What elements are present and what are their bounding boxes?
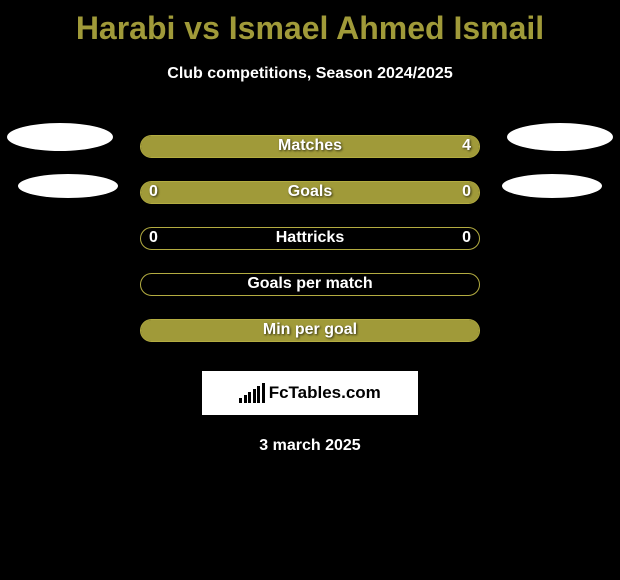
- stat-label: Hattricks: [276, 229, 344, 247]
- page-title: Harabi vs Ismael Ahmed Ismail: [0, 0, 620, 47]
- stat-label: Goals per match: [247, 275, 372, 293]
- stat-bar-goals: 0 Goals 0: [140, 181, 480, 204]
- stats-container: Matches 4 0 Goals 0 0 Hattricks 0 Goals …: [0, 123, 620, 353]
- stat-row: 0 Hattricks 0: [0, 215, 620, 261]
- stat-row: Goals per match: [0, 261, 620, 307]
- stat-label: Min per goal: [263, 321, 357, 339]
- logo-badge: FcTables.com: [202, 371, 418, 415]
- logo-icon: [239, 383, 265, 403]
- stat-bar-hattricks: 0 Hattricks 0: [140, 227, 480, 250]
- stat-bar-goals-per-match: Goals per match: [140, 273, 480, 296]
- stat-row: Min per goal: [0, 307, 620, 353]
- stat-row: Matches 4: [0, 123, 620, 169]
- stat-value-right: 0: [462, 229, 471, 247]
- subtitle: Club competitions, Season 2024/2025: [0, 65, 620, 83]
- stat-bar-matches: Matches 4: [140, 135, 480, 158]
- stat-value-left: 0: [149, 229, 158, 247]
- stat-label: Goals: [288, 183, 332, 201]
- stat-value-right: 4: [462, 137, 471, 155]
- stat-bar-min-per-goal: Min per goal: [140, 319, 480, 342]
- stat-value-right: 0: [462, 183, 471, 201]
- date-label: 3 march 2025: [0, 437, 620, 455]
- stat-value-left: 0: [149, 183, 158, 201]
- logo-text: FcTables.com: [269, 383, 381, 403]
- stat-label: Matches: [278, 137, 342, 155]
- stat-row: 0 Goals 0: [0, 169, 620, 215]
